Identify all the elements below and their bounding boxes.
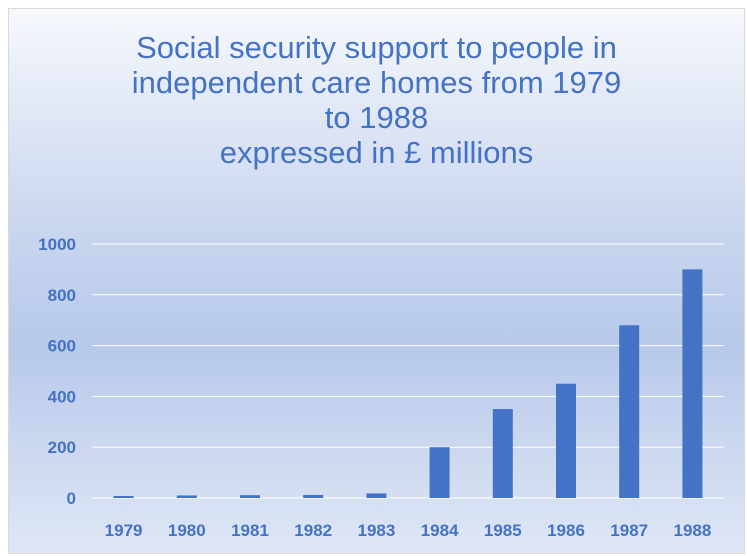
x-tick-label: 1980: [168, 521, 206, 540]
bar-1981: [240, 495, 260, 498]
chart-title-line-4: expressed in £ millions: [219, 135, 534, 170]
bar-1986: [556, 383, 576, 498]
y-tick-label: 800: [48, 286, 76, 305]
bar-1982: [303, 494, 324, 498]
x-tick-label: 1986: [547, 521, 585, 540]
x-tick-label: 1985: [484, 521, 522, 540]
x-tick-label: 1984: [421, 521, 459, 540]
bar-1979: [113, 495, 134, 498]
x-tick-label: 1983: [357, 521, 395, 540]
y-tick-label: 1000: [38, 235, 76, 254]
y-tick-label: 400: [48, 387, 76, 406]
y-tick-label: 600: [48, 337, 76, 356]
y-tick-label: 200: [48, 438, 76, 457]
x-tick-label: 1987: [610, 521, 648, 540]
bar-1985: [492, 409, 513, 498]
chart-title: Social security support to people in ind…: [8, 30, 745, 170]
bar-1983: [366, 493, 387, 498]
y-tick-label: 0: [67, 489, 76, 508]
chart-title-line-1: Social security support to people in: [136, 30, 617, 65]
chart-title-line-3: to 1988: [324, 100, 429, 135]
chart-title-line-2: independent care homes from 1979: [131, 65, 622, 100]
bar-1987: [619, 325, 640, 498]
x-tick-label: 1982: [294, 521, 332, 540]
bar-1980: [176, 495, 197, 498]
x-tick-label: 1979: [105, 521, 143, 540]
bar-1988: [682, 269, 703, 498]
x-tick-label: 1981: [231, 521, 269, 540]
x-tick-label: 1988: [673, 521, 711, 540]
bar-1984: [429, 447, 450, 498]
